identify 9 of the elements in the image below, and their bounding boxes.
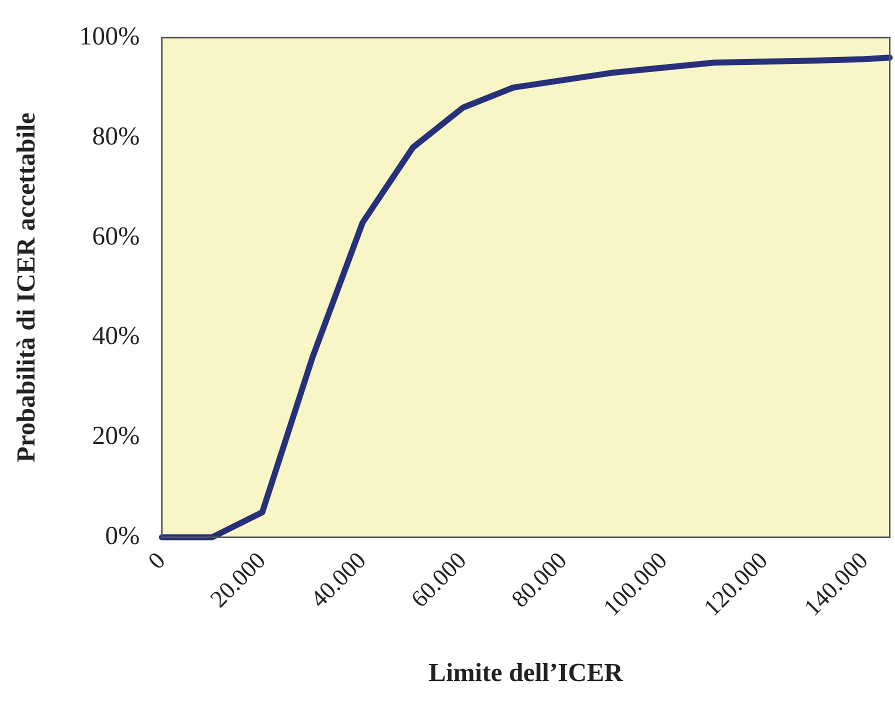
y-axis-title: Probabilità di ICER accettabile [11,112,40,462]
y-tick-label: 100% [79,21,140,50]
y-tick-label: 40% [92,321,140,350]
y-tick-label: 80% [92,121,140,150]
x-tick-label: 0 [144,548,171,575]
y-tick-label: 0% [105,521,140,550]
y-tick-label: 20% [92,421,140,450]
y-tick-label: 60% [92,221,140,250]
x-axis-title: Limite dell’ICER [428,658,624,688]
